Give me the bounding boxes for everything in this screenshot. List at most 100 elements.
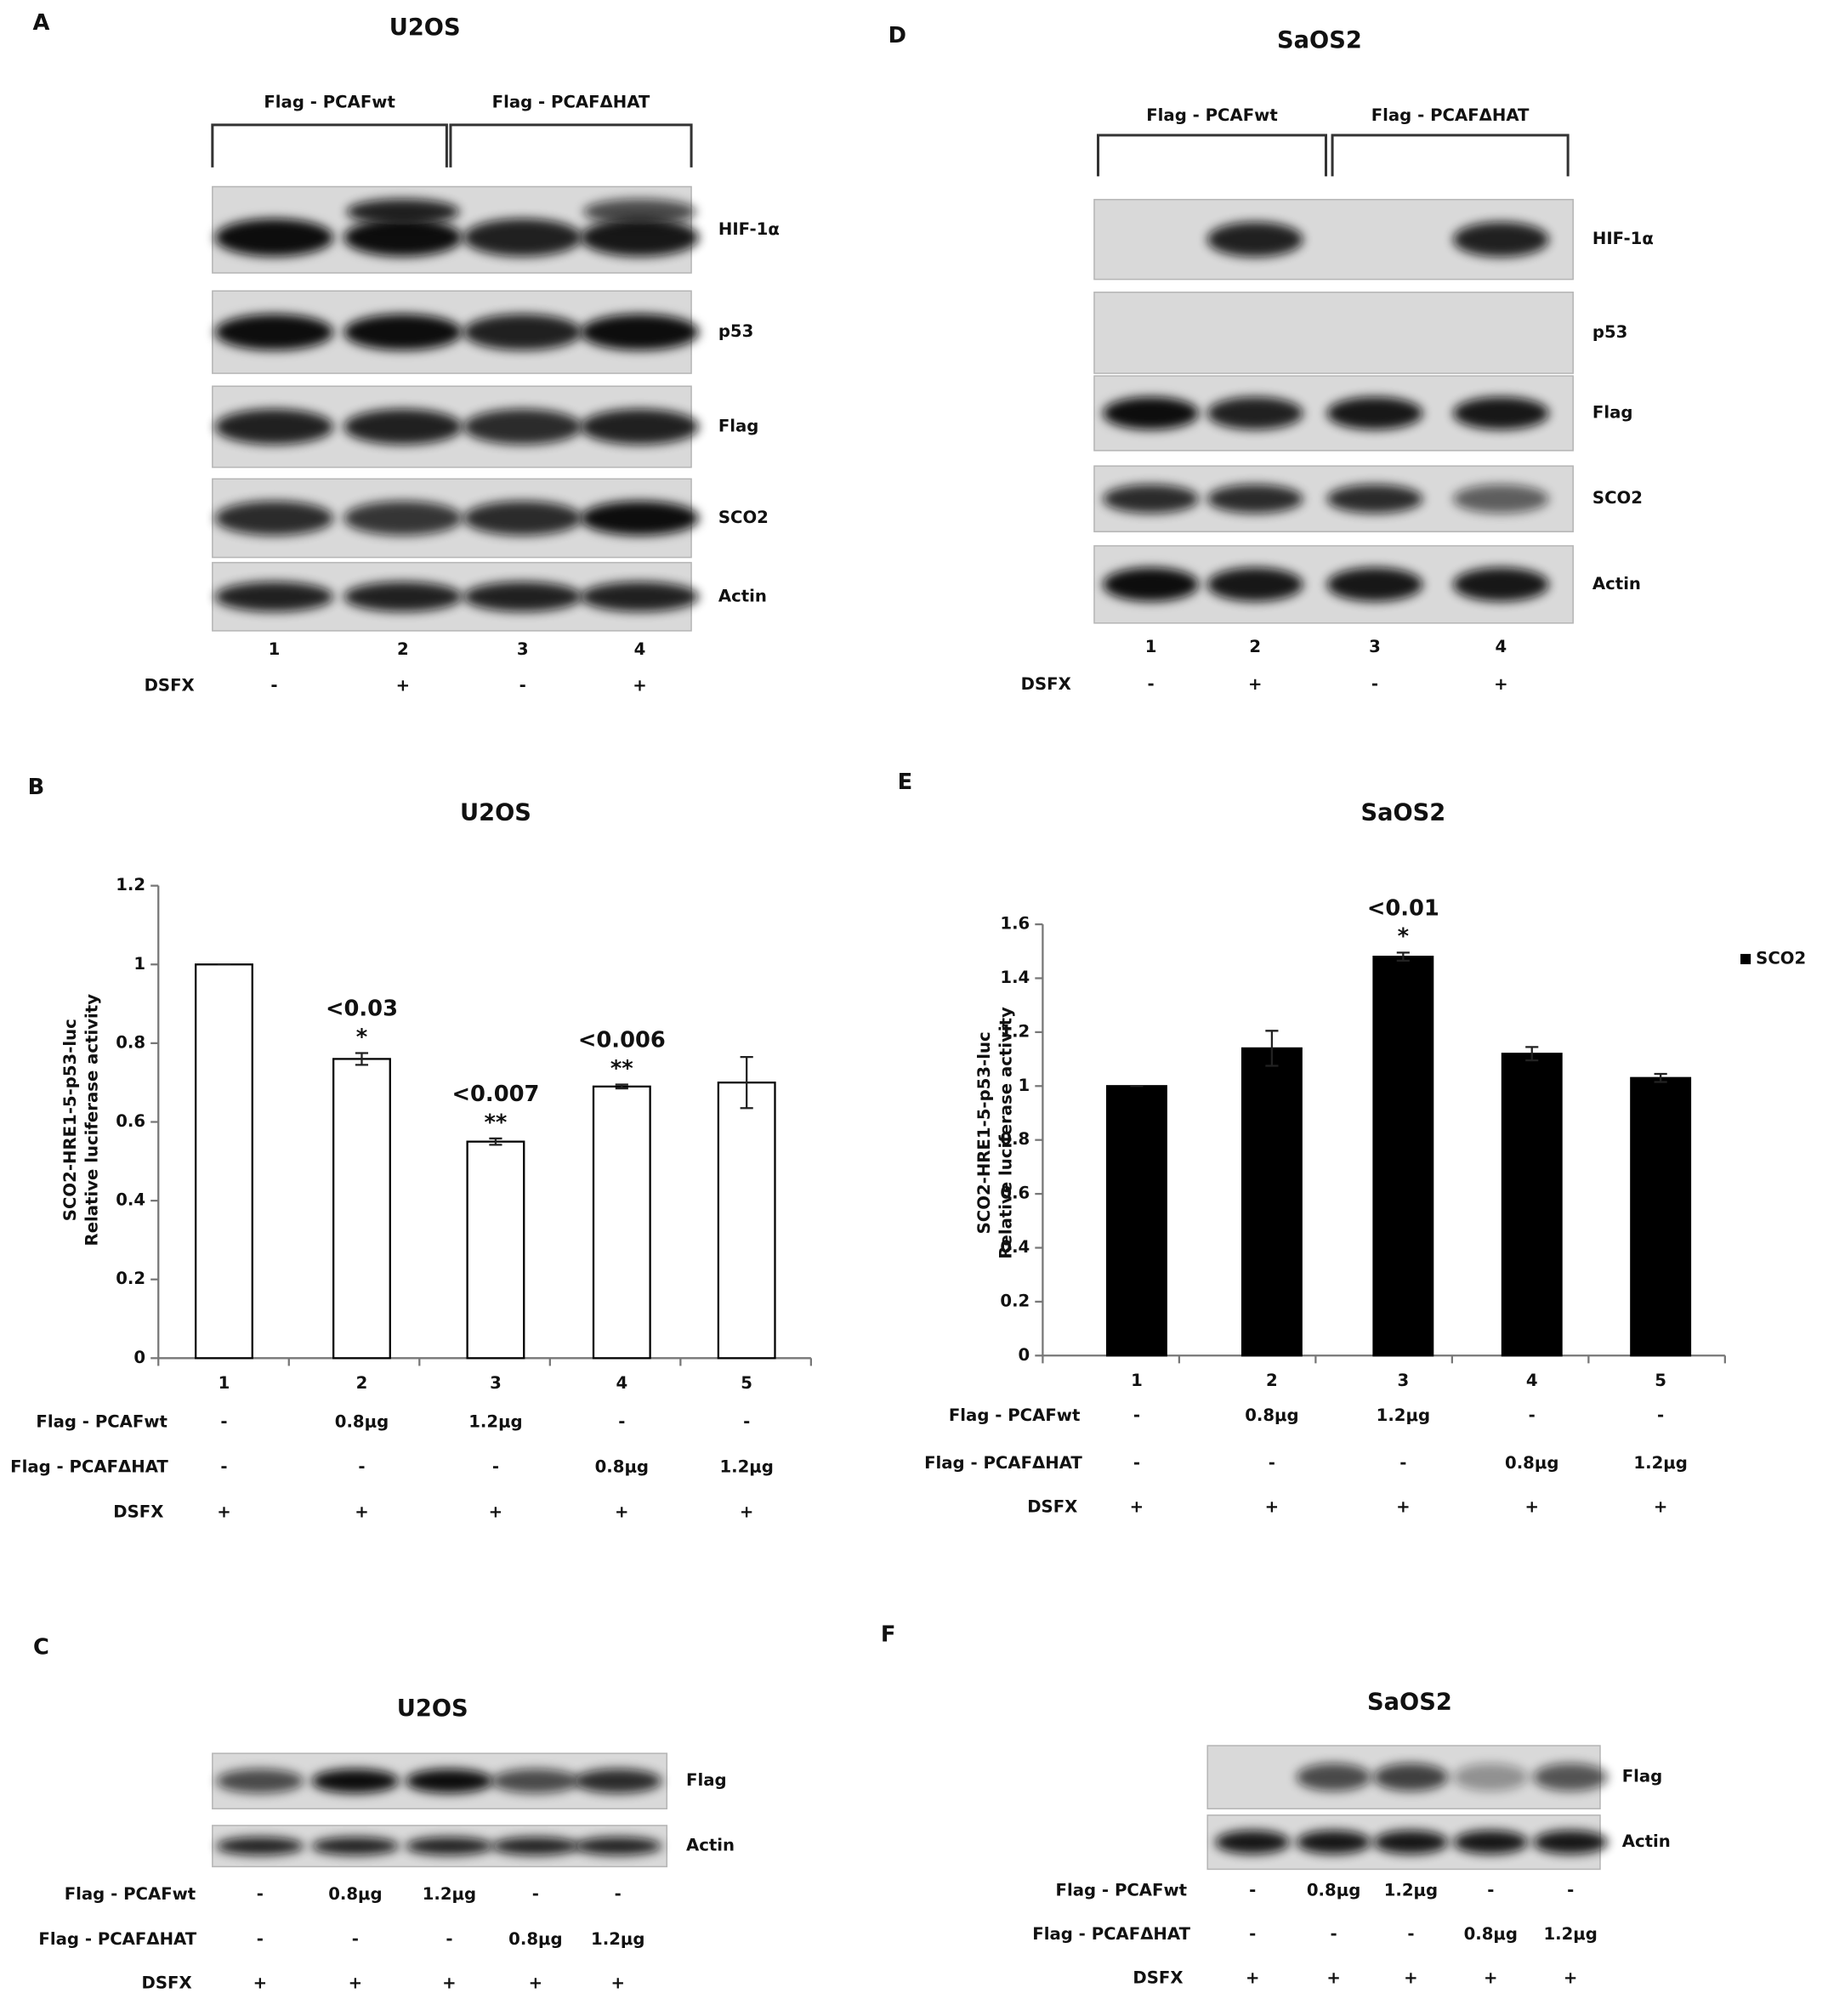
band <box>343 582 463 612</box>
band <box>463 582 582 612</box>
y-tick-label: 1.2 <box>116 875 145 894</box>
treatment-value: - <box>1133 1406 1140 1425</box>
band <box>1326 567 1423 602</box>
band-label: HIF-1α <box>1592 229 1654 248</box>
treatment-value: - <box>1330 1924 1337 1944</box>
blot-title: U2OS <box>389 14 461 41</box>
treatment-value: + <box>615 1502 628 1522</box>
band <box>580 501 700 536</box>
band-label: Actin <box>718 586 767 605</box>
x-tick-label: 1 <box>1131 1371 1143 1390</box>
band-label: Actin <box>1592 574 1641 593</box>
band-label: Flag <box>1622 1767 1663 1786</box>
p-value: <0.03 <box>326 996 398 1021</box>
treatment-value: 0.8μg <box>1464 1924 1518 1944</box>
treatment-value: + <box>1326 1968 1340 1988</box>
band <box>1326 396 1423 430</box>
x-tick-label: 5 <box>1655 1371 1666 1390</box>
legend-swatch <box>1740 953 1751 965</box>
bar <box>1105 1085 1167 1357</box>
y-tick-label: 0.4 <box>116 1190 145 1210</box>
error-bar <box>1396 951 1410 963</box>
treatment-value: 0.8μg <box>335 1412 389 1432</box>
treatment-label: DSFX <box>113 1502 163 1522</box>
band <box>1206 396 1303 430</box>
treatment-value: + <box>633 675 646 695</box>
treatment-value: - <box>1407 1924 1414 1944</box>
treatment-value: 1.2μg <box>1377 1406 1430 1425</box>
y-axis-label: Relative luciferase activity <box>996 1007 1016 1259</box>
band <box>574 1837 662 1855</box>
treatment-value: - <box>1249 1881 1256 1900</box>
band <box>574 1769 662 1794</box>
treatment-value: 0.8μg <box>1505 1453 1558 1473</box>
band <box>491 1769 580 1794</box>
treatment-value: + <box>1484 1968 1497 1988</box>
treatment-value: 0.8μg <box>1307 1881 1360 1900</box>
treatment-value: - <box>257 1929 264 1949</box>
treatment-value: - <box>220 1457 227 1477</box>
treatment-value: - <box>352 1929 359 1949</box>
band <box>214 219 334 257</box>
band-label: Actin <box>686 1836 735 1855</box>
band <box>1453 1763 1529 1792</box>
error-bar <box>615 1083 628 1090</box>
band <box>216 1837 304 1855</box>
band <box>214 501 334 536</box>
treatment-value: 1.2μg <box>1384 1881 1438 1900</box>
x-tick-label: 5 <box>741 1373 752 1393</box>
band <box>346 198 460 225</box>
panel-label: A <box>33 10 50 36</box>
panel-label: F <box>881 1621 896 1647</box>
bracket <box>211 123 448 168</box>
bar <box>1372 955 1434 1357</box>
bar <box>592 1085 651 1360</box>
treatment-value: - <box>743 1412 750 1432</box>
band <box>1206 221 1303 258</box>
treatment-value: 0.8μg <box>508 1929 562 1949</box>
treatment-label: Flag - PCAFwt <box>36 1412 167 1432</box>
treatment-value: - <box>446 1929 452 1949</box>
band <box>343 219 463 257</box>
treatment-value: 1.2μg <box>1543 1924 1597 1944</box>
chart-title: U2OS <box>460 799 531 826</box>
treatment-value: + <box>1494 674 1507 694</box>
treatment-value: - <box>270 675 277 695</box>
band-label: SCO2 <box>718 508 769 527</box>
treatment-value: + <box>1265 1496 1279 1516</box>
band <box>216 1769 304 1794</box>
y-tick-label: 0.4 <box>1000 1237 1030 1257</box>
treatment-value: + <box>529 1973 542 1993</box>
bar <box>332 1058 391 1360</box>
band <box>1103 567 1199 602</box>
treatment-value: - <box>1657 1406 1664 1425</box>
band-label: Actin <box>1622 1831 1671 1851</box>
lane-number: 3 <box>1369 637 1381 656</box>
band <box>1452 567 1549 602</box>
panel-label: E <box>898 769 913 795</box>
treatment-value: - <box>1147 674 1154 694</box>
band-label: p53 <box>1592 322 1627 342</box>
treatment-value: + <box>1404 1968 1417 1988</box>
treatment-label: Flag - PCAFwt <box>1056 1881 1188 1900</box>
x-tick-label: 4 <box>616 1373 627 1393</box>
treatment-label: Flag - PCAFΔHAT <box>10 1457 168 1477</box>
band <box>580 314 700 350</box>
error-bar <box>740 1055 753 1110</box>
lane-number: 3 <box>517 639 529 659</box>
y-tick-label: 1 <box>133 954 145 974</box>
bar <box>717 1082 776 1360</box>
treatment-value: + <box>489 1502 502 1522</box>
treatment-value: 1.2μg <box>468 1412 522 1432</box>
band <box>311 1837 400 1855</box>
bar <box>1240 1047 1303 1357</box>
treatment-value: 1.2μg <box>1633 1453 1687 1473</box>
treatment-value: - <box>1133 1453 1140 1473</box>
band <box>343 314 463 350</box>
band <box>582 198 697 225</box>
band <box>580 582 700 612</box>
p-value: <0.01 <box>1367 895 1439 921</box>
panel-label: B <box>28 775 45 800</box>
band <box>1206 484 1303 514</box>
